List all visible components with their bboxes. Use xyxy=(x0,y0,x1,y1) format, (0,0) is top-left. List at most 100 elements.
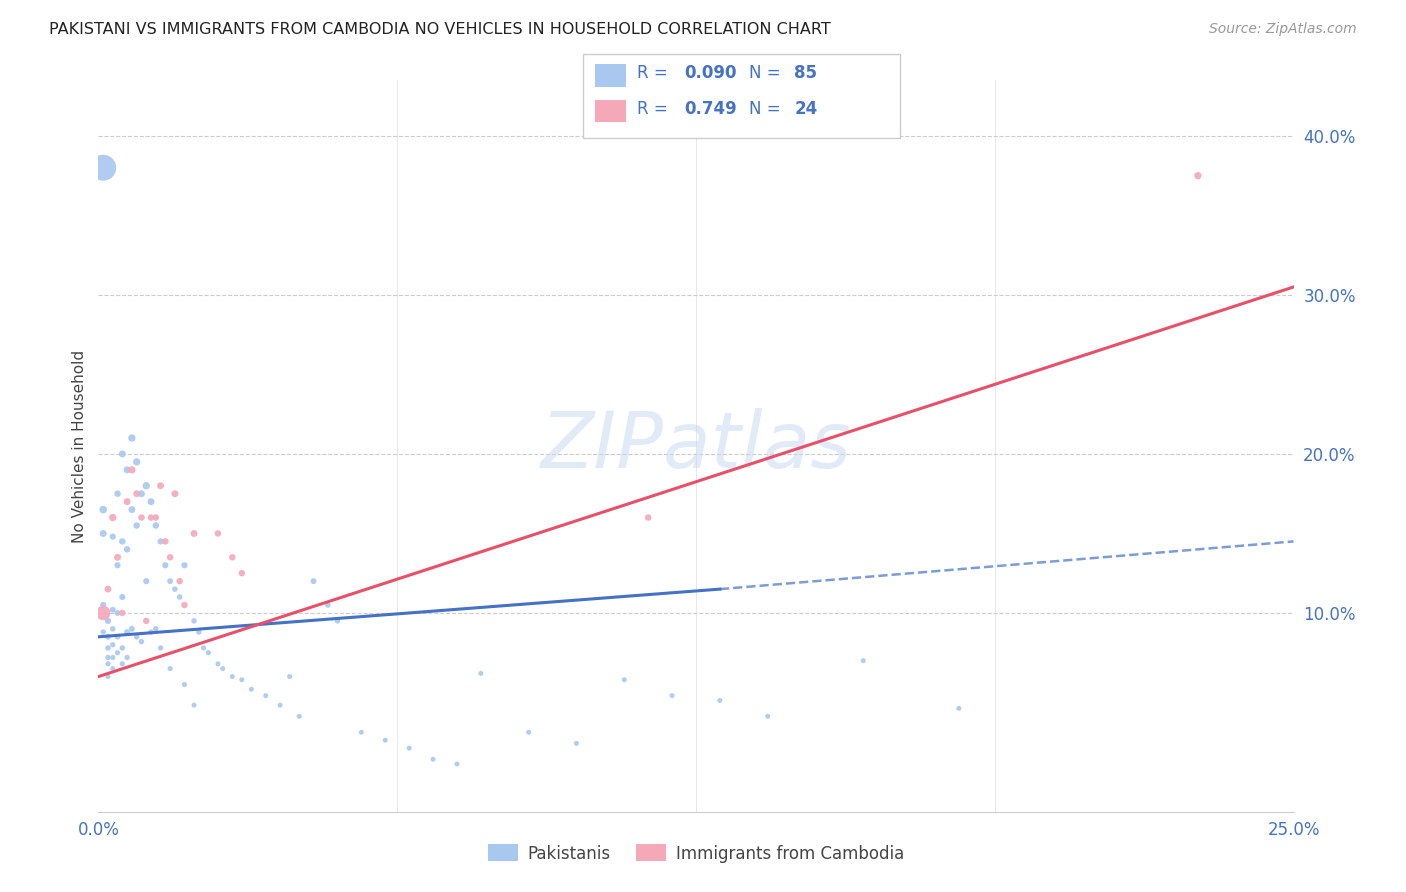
Text: N =: N = xyxy=(749,100,780,118)
Point xyxy=(91,161,114,175)
Point xyxy=(111,640,134,655)
Point xyxy=(169,590,191,604)
Point xyxy=(115,650,138,665)
Point xyxy=(948,701,970,715)
Point xyxy=(101,603,124,617)
Point xyxy=(187,625,209,640)
Point xyxy=(149,640,172,655)
Point xyxy=(101,622,124,636)
Text: R =: R = xyxy=(637,64,668,82)
Legend: Pakistanis, Immigrants from Cambodia: Pakistanis, Immigrants from Cambodia xyxy=(481,838,911,869)
Point xyxy=(316,598,339,612)
Point xyxy=(374,733,396,747)
Point xyxy=(231,673,253,687)
Point xyxy=(125,630,148,644)
Point xyxy=(121,502,143,516)
Point xyxy=(121,463,143,477)
Point xyxy=(121,431,143,445)
Point xyxy=(613,673,636,687)
Point xyxy=(197,646,219,660)
Point xyxy=(97,657,120,671)
Text: N =: N = xyxy=(749,64,780,82)
Point xyxy=(269,698,291,713)
Text: PAKISTANI VS IMMIGRANTS FROM CAMBODIA NO VEHICLES IN HOUSEHOLD CORRELATION CHART: PAKISTANI VS IMMIGRANTS FROM CAMBODIA NO… xyxy=(49,22,831,37)
Point xyxy=(97,640,120,655)
Point xyxy=(101,662,124,676)
Point xyxy=(125,455,148,469)
Point xyxy=(125,486,148,500)
Point xyxy=(231,566,253,581)
Point xyxy=(637,510,659,524)
Point xyxy=(240,682,263,697)
Point xyxy=(173,558,195,573)
Point xyxy=(565,736,588,750)
Point xyxy=(422,752,444,766)
Point xyxy=(302,574,325,589)
Point xyxy=(193,640,215,655)
Point xyxy=(350,725,373,739)
Point xyxy=(326,614,349,628)
Point xyxy=(101,650,124,665)
Point xyxy=(101,530,124,544)
Text: 24: 24 xyxy=(794,100,818,118)
Point xyxy=(221,669,243,683)
Point xyxy=(145,622,167,636)
Point xyxy=(756,709,779,723)
Point xyxy=(111,447,134,461)
Point xyxy=(121,622,143,636)
Point xyxy=(159,574,181,589)
Point xyxy=(183,698,205,713)
Point xyxy=(139,625,162,640)
Text: ZIPatlas: ZIPatlas xyxy=(540,408,852,484)
Point xyxy=(183,526,205,541)
Point xyxy=(91,598,114,612)
Point xyxy=(159,662,181,676)
Point xyxy=(107,646,129,660)
Point xyxy=(115,494,138,508)
Point xyxy=(97,669,120,683)
Point xyxy=(131,510,153,524)
Point xyxy=(139,510,162,524)
Point xyxy=(97,582,120,596)
Point xyxy=(288,709,311,723)
Point xyxy=(91,606,114,620)
Point xyxy=(111,606,134,620)
Point xyxy=(139,494,162,508)
Point xyxy=(115,625,138,640)
Point xyxy=(97,630,120,644)
Point xyxy=(107,550,129,565)
Point xyxy=(115,463,138,477)
Text: R =: R = xyxy=(637,100,668,118)
Point xyxy=(101,510,124,524)
Point xyxy=(111,590,134,604)
Point xyxy=(111,657,134,671)
Point xyxy=(183,614,205,628)
Text: 0.090: 0.090 xyxy=(685,64,737,82)
Point xyxy=(173,598,195,612)
Point xyxy=(107,558,129,573)
Point xyxy=(173,677,195,691)
Point xyxy=(149,534,172,549)
Point xyxy=(101,638,124,652)
Point xyxy=(211,662,233,676)
Point xyxy=(91,526,114,541)
Point xyxy=(149,479,172,493)
Point xyxy=(115,542,138,557)
Point xyxy=(145,510,167,524)
Point xyxy=(163,486,186,500)
Point xyxy=(207,657,229,671)
Point xyxy=(125,518,148,533)
Point xyxy=(131,486,153,500)
Point xyxy=(398,741,420,756)
Point xyxy=(221,550,243,565)
Point xyxy=(470,666,492,681)
Point xyxy=(169,574,191,589)
Point xyxy=(661,689,683,703)
Y-axis label: No Vehicles in Household: No Vehicles in Household xyxy=(72,350,87,542)
Point xyxy=(852,654,875,668)
Point xyxy=(163,582,186,596)
Text: 0.749: 0.749 xyxy=(685,100,738,118)
Point xyxy=(135,614,157,628)
Text: Source: ZipAtlas.com: Source: ZipAtlas.com xyxy=(1209,22,1357,37)
Point xyxy=(155,534,177,549)
